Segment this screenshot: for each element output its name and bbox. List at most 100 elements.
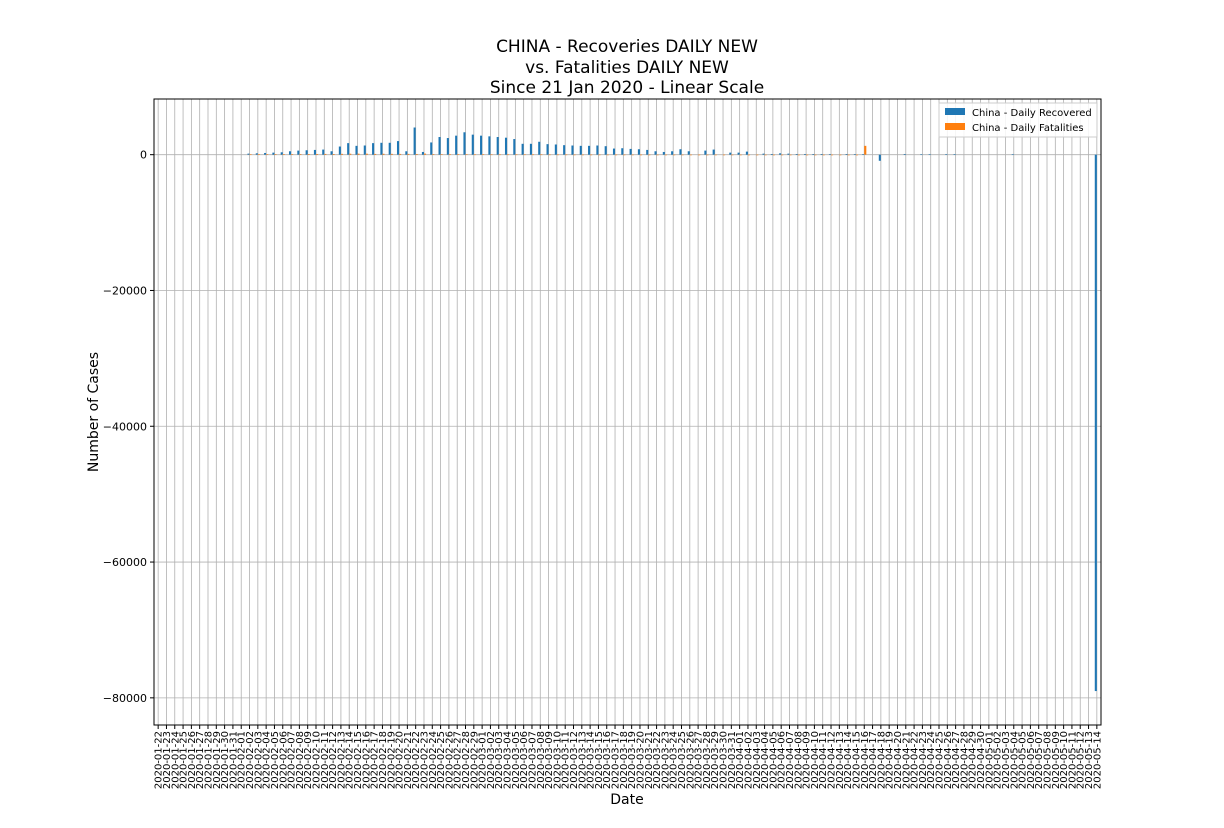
x-tick-label: 2020-04-02 xyxy=(743,731,754,789)
x-tick-label: 2020-03-05 xyxy=(511,731,522,789)
bar-recovered xyxy=(363,145,366,155)
bar-fatalities xyxy=(789,154,792,156)
bar-recovered xyxy=(787,153,790,155)
x-tick-label: 2020-01-28 xyxy=(203,731,214,789)
x-tick-label: 2020-03-30 xyxy=(719,731,730,789)
bars xyxy=(247,127,1097,692)
x-tick-label: 2020-04-01 xyxy=(735,731,746,789)
bar-fatalities xyxy=(623,154,626,156)
bar-recovered xyxy=(612,148,616,155)
bar-fatalities xyxy=(565,154,568,156)
x-tick-label: 2020-03-13 xyxy=(577,731,588,789)
x-tick-label: 2020-04-09 xyxy=(802,731,813,789)
bar-recovered xyxy=(396,141,400,155)
bar-fatalities xyxy=(299,154,302,155)
bar-recovered xyxy=(438,137,441,155)
x-tick-label: 2020-04-05 xyxy=(768,731,779,789)
x-tick-label: 2020-04-06 xyxy=(777,731,788,789)
bar-fatalities xyxy=(382,153,385,155)
bar-fatalities xyxy=(399,153,402,155)
bar-fatalities xyxy=(498,154,501,156)
x-tick-label: 2020-03-07 xyxy=(527,731,538,789)
x-tick-label: 2020-03-09 xyxy=(544,731,555,789)
bar-recovered xyxy=(629,148,632,155)
bar-fatalities xyxy=(556,154,559,156)
bar-recovered xyxy=(255,153,258,155)
x-tick-label: 2020-04-14 xyxy=(843,731,854,789)
x-tick-label: 2020-02-20 xyxy=(395,731,406,789)
bar-recovered xyxy=(455,135,458,155)
bar-recovered xyxy=(579,145,582,155)
x-tick-label: 2020-03-27 xyxy=(694,731,705,789)
x-tick-label: 2020-04-07 xyxy=(785,731,796,789)
x-axis-label: Date xyxy=(610,792,643,808)
x-tick-label: 2020-05-02 xyxy=(993,731,1004,789)
legend-swatch-fatalities xyxy=(945,123,965,130)
x-tick-label: 2020-05-11 xyxy=(1067,731,1078,789)
bar-recovered xyxy=(546,144,549,155)
x-tick-label: 2020-01-29 xyxy=(212,731,223,789)
bar-recovered xyxy=(463,132,466,155)
x-tick-label: 2020-03-10 xyxy=(552,731,563,789)
legend-label-fatalities: China - Daily Fatalities xyxy=(972,123,1084,134)
bar-recovered xyxy=(671,151,674,155)
legend-label-recovered: China - Daily Recovered xyxy=(972,108,1092,119)
bar-fatalities xyxy=(432,154,435,155)
bar-recovered xyxy=(903,153,906,155)
x-tick-label: 2020-04-15 xyxy=(851,731,862,789)
x-tick-label: 2020-02-26 xyxy=(444,731,455,789)
bar-recovered xyxy=(421,151,424,155)
bar-fatalities xyxy=(756,154,759,156)
bar-recovered xyxy=(687,151,690,155)
x-tick-label: 2020-04-22 xyxy=(910,731,921,789)
bar-recovered xyxy=(538,141,541,155)
x-tick-label: 2020-04-19 xyxy=(885,731,896,789)
chart-title-line-1: CHINA - Recoveries DAILY NEW xyxy=(496,37,758,57)
bar-fatalities xyxy=(357,153,360,155)
bar-fatalities xyxy=(448,154,451,156)
bar-fatalities xyxy=(781,154,784,156)
x-tick-label: 2020-05-10 xyxy=(1059,731,1070,789)
x-tick-label: 2020-01-24 xyxy=(170,731,181,789)
x-tick-label: 2020-03-25 xyxy=(677,731,688,789)
x-tick-label: 2020-03-11 xyxy=(561,731,572,789)
x-tick-label: 2020-04-25 xyxy=(935,731,946,789)
bar-fatalities xyxy=(407,153,410,155)
x-tick-label: 2020-05-07 xyxy=(1034,731,1045,789)
bar-fatalities xyxy=(739,154,742,156)
x-tick-label: 2020-01-23 xyxy=(162,731,173,789)
bar-recovered xyxy=(621,148,624,155)
x-tick-label: 2020-03-24 xyxy=(669,731,680,789)
bar-recovered xyxy=(646,149,649,155)
x-tick-label: 2020-05-03 xyxy=(1001,731,1012,789)
x-tick-label: 2020-02-19 xyxy=(386,731,397,789)
bar-recovered xyxy=(679,149,682,155)
x-tick-label: 2020-02-11 xyxy=(320,731,331,789)
x-tick-label: 2020-03-04 xyxy=(503,731,514,789)
x-tick-label: 2020-02-06 xyxy=(278,731,289,789)
bar-recovered xyxy=(330,151,333,155)
x-tick-label: 2020-03-20 xyxy=(635,731,646,789)
bar-fatalities xyxy=(249,154,252,156)
legend-swatch-recovered xyxy=(945,108,965,115)
bar-fatalities xyxy=(681,154,684,156)
x-tick-label: 2020-05-09 xyxy=(1051,731,1062,789)
x-tick-label: 2020-02-14 xyxy=(345,731,356,789)
grid xyxy=(154,99,1101,725)
bar-fatalities xyxy=(723,154,726,156)
x-tick-label: 2020-02-03 xyxy=(253,731,264,789)
bar-fatalities xyxy=(490,154,493,156)
bar-recovered xyxy=(272,152,275,155)
bar-fatalities xyxy=(590,154,593,156)
x-tick-label: 2020-02-02 xyxy=(245,731,256,789)
x-tick-label: 2020-02-22 xyxy=(411,731,422,789)
x-tick-label: 2020-03-16 xyxy=(602,731,613,789)
x-tick-label: 2020-03-12 xyxy=(569,731,580,789)
bar-recovered xyxy=(920,154,923,155)
x-tick-label: 2020-04-16 xyxy=(860,731,871,789)
x-tick-label: 2020-02-24 xyxy=(428,731,439,789)
bar-fatalities xyxy=(639,154,643,156)
x-tick-label: 2020-02-12 xyxy=(328,731,339,789)
bar-fatalities xyxy=(847,154,850,156)
bar-fatalities xyxy=(473,154,476,156)
